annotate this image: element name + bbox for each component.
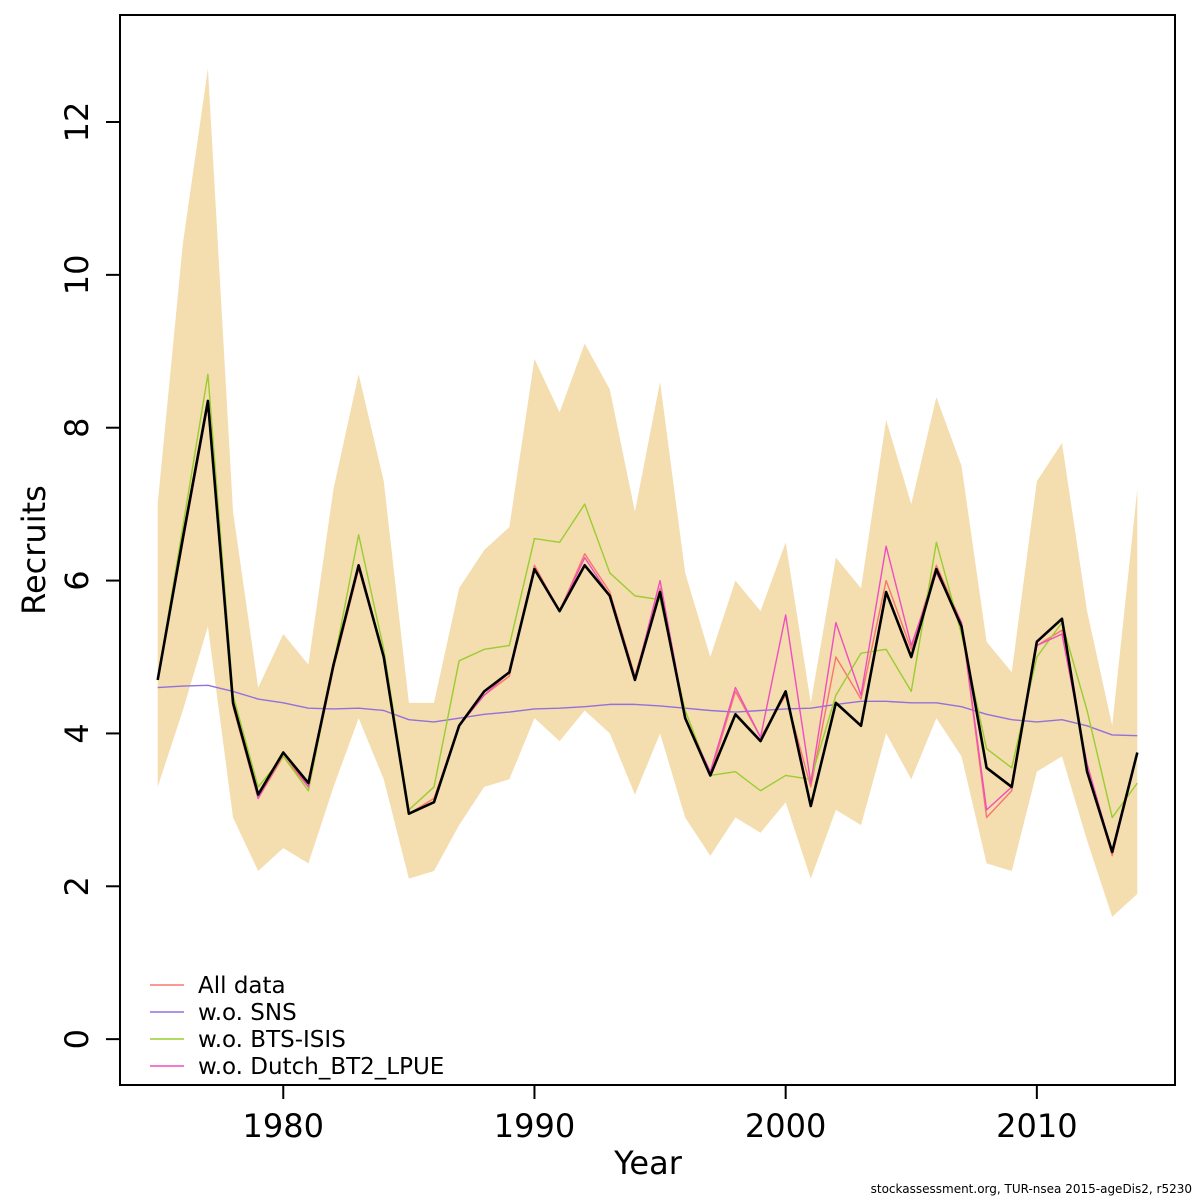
legend-label: w.o. SNS	[198, 1000, 297, 1026]
legend-item-w-o-dutch-bt2-lpue: w.o. Dutch_BT2_LPUE	[150, 1054, 444, 1080]
y-tick-label: 8	[58, 418, 96, 438]
legend-item-w-o-sns: w.o. SNS	[150, 1000, 297, 1026]
series-line-w-o-sns	[157, 684, 1138, 737]
plot-box	[119, 14, 1176, 1086]
footer-note: stockassessment.org, TUR-nsea 2015-ageDi…	[870, 1182, 1192, 1196]
y-tick-label: 2	[58, 876, 96, 896]
y-tick-label: 4	[58, 723, 96, 743]
x-tick-label: 2010	[996, 1107, 1077, 1145]
y-tick-label: 12	[58, 102, 96, 143]
x-tick-label: 1980	[243, 1107, 324, 1145]
legend-item-w-o-bts-isis: w.o. BTS-ISIS	[150, 1027, 346, 1053]
y-tick-label: 10	[58, 254, 96, 295]
legend-label: w.o. BTS-ISIS	[198, 1027, 346, 1053]
x-axis-title: Year	[614, 1144, 682, 1182]
legend-label: All data	[198, 973, 286, 999]
base-estimate-line	[156, 399, 1139, 854]
x-tick-label: 2000	[745, 1107, 826, 1145]
y-tick-label: 6	[58, 570, 96, 590]
x-tick-label: 1990	[494, 1107, 575, 1145]
y-axis-title: Recruits	[15, 485, 53, 615]
legend-label: w.o. Dutch_BT2_LPUE	[198, 1054, 444, 1080]
legend-item-all-data: All data	[150, 973, 286, 999]
confidence-band	[157, 68, 1138, 917]
y-tick-label: 0	[58, 1029, 96, 1049]
